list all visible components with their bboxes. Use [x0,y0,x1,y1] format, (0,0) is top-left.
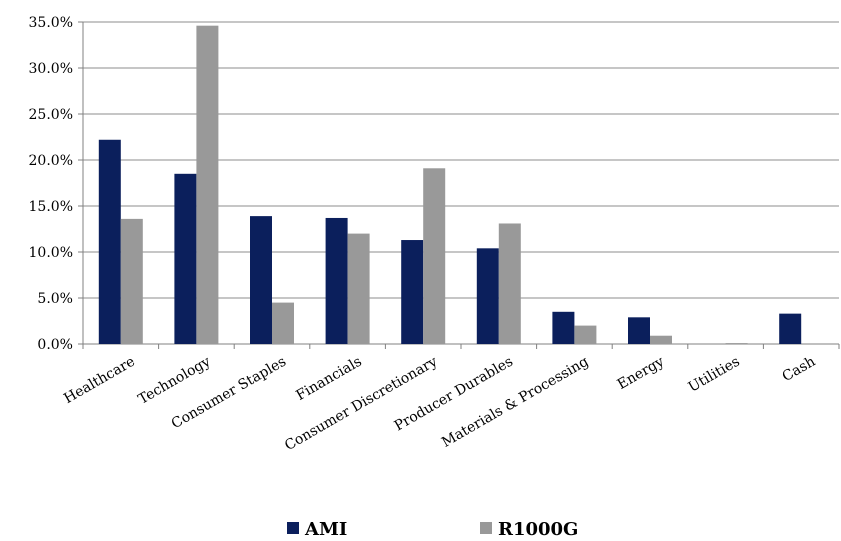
bar-r1000g-0 [120,218,143,344]
y-tick-label: 25.0% [29,107,73,123]
y-tick-label: 0.0% [37,337,73,353]
bar-ami-6 [552,311,575,344]
x-tick-label: Cash [780,354,819,385]
bar-r1000g-7 [650,335,672,344]
bar-r1000g-6 [574,325,597,344]
x-tick-label: Energy [615,354,667,393]
y-tick-label: 10.0% [29,245,73,261]
bar-ami-0 [98,139,121,344]
bar-ami-9 [779,313,802,344]
legend-label-ami: AMI [304,519,347,540]
y-axis: 0.0% 5.0% 10.0% 15.0% 20.0% 25.0% 30.0% 35.0% [29,15,84,353]
bars [98,25,802,345]
bar-r1000g-1 [196,25,219,345]
legend-swatch-r1000g [480,522,492,534]
bar-ami-4 [401,240,424,344]
bar-r1000g-5 [498,223,521,344]
y-tick-label: 35.0% [29,15,73,31]
bar-r1000g-2 [272,302,294,344]
y-tick-label: 5.0% [37,291,73,307]
legend: AMI R1000G [287,519,578,540]
x-tick-label: Utilities [686,354,743,396]
bar-ami-1 [174,173,197,344]
bar-ami-2 [250,216,272,344]
bar-ami-3 [325,217,348,344]
bar-r1000g-8 [725,343,748,344]
x-tick-label: Materials & Processing [439,354,591,451]
bar-ami-7 [628,317,650,344]
bar-r1000g-4 [423,168,446,344]
bar-r1000g-3 [347,233,370,344]
legend-label-r1000g: R1000G [498,519,578,540]
y-tick-label: 20.0% [29,153,73,169]
bar-ami-5 [476,248,499,344]
y-tick-label: 15.0% [29,199,73,215]
y-tick-label: 30.0% [29,61,73,77]
x-tick-label: Financials [293,354,364,404]
legend-swatch-ami [287,522,299,534]
x-tick-label: Healthcare [61,354,138,407]
